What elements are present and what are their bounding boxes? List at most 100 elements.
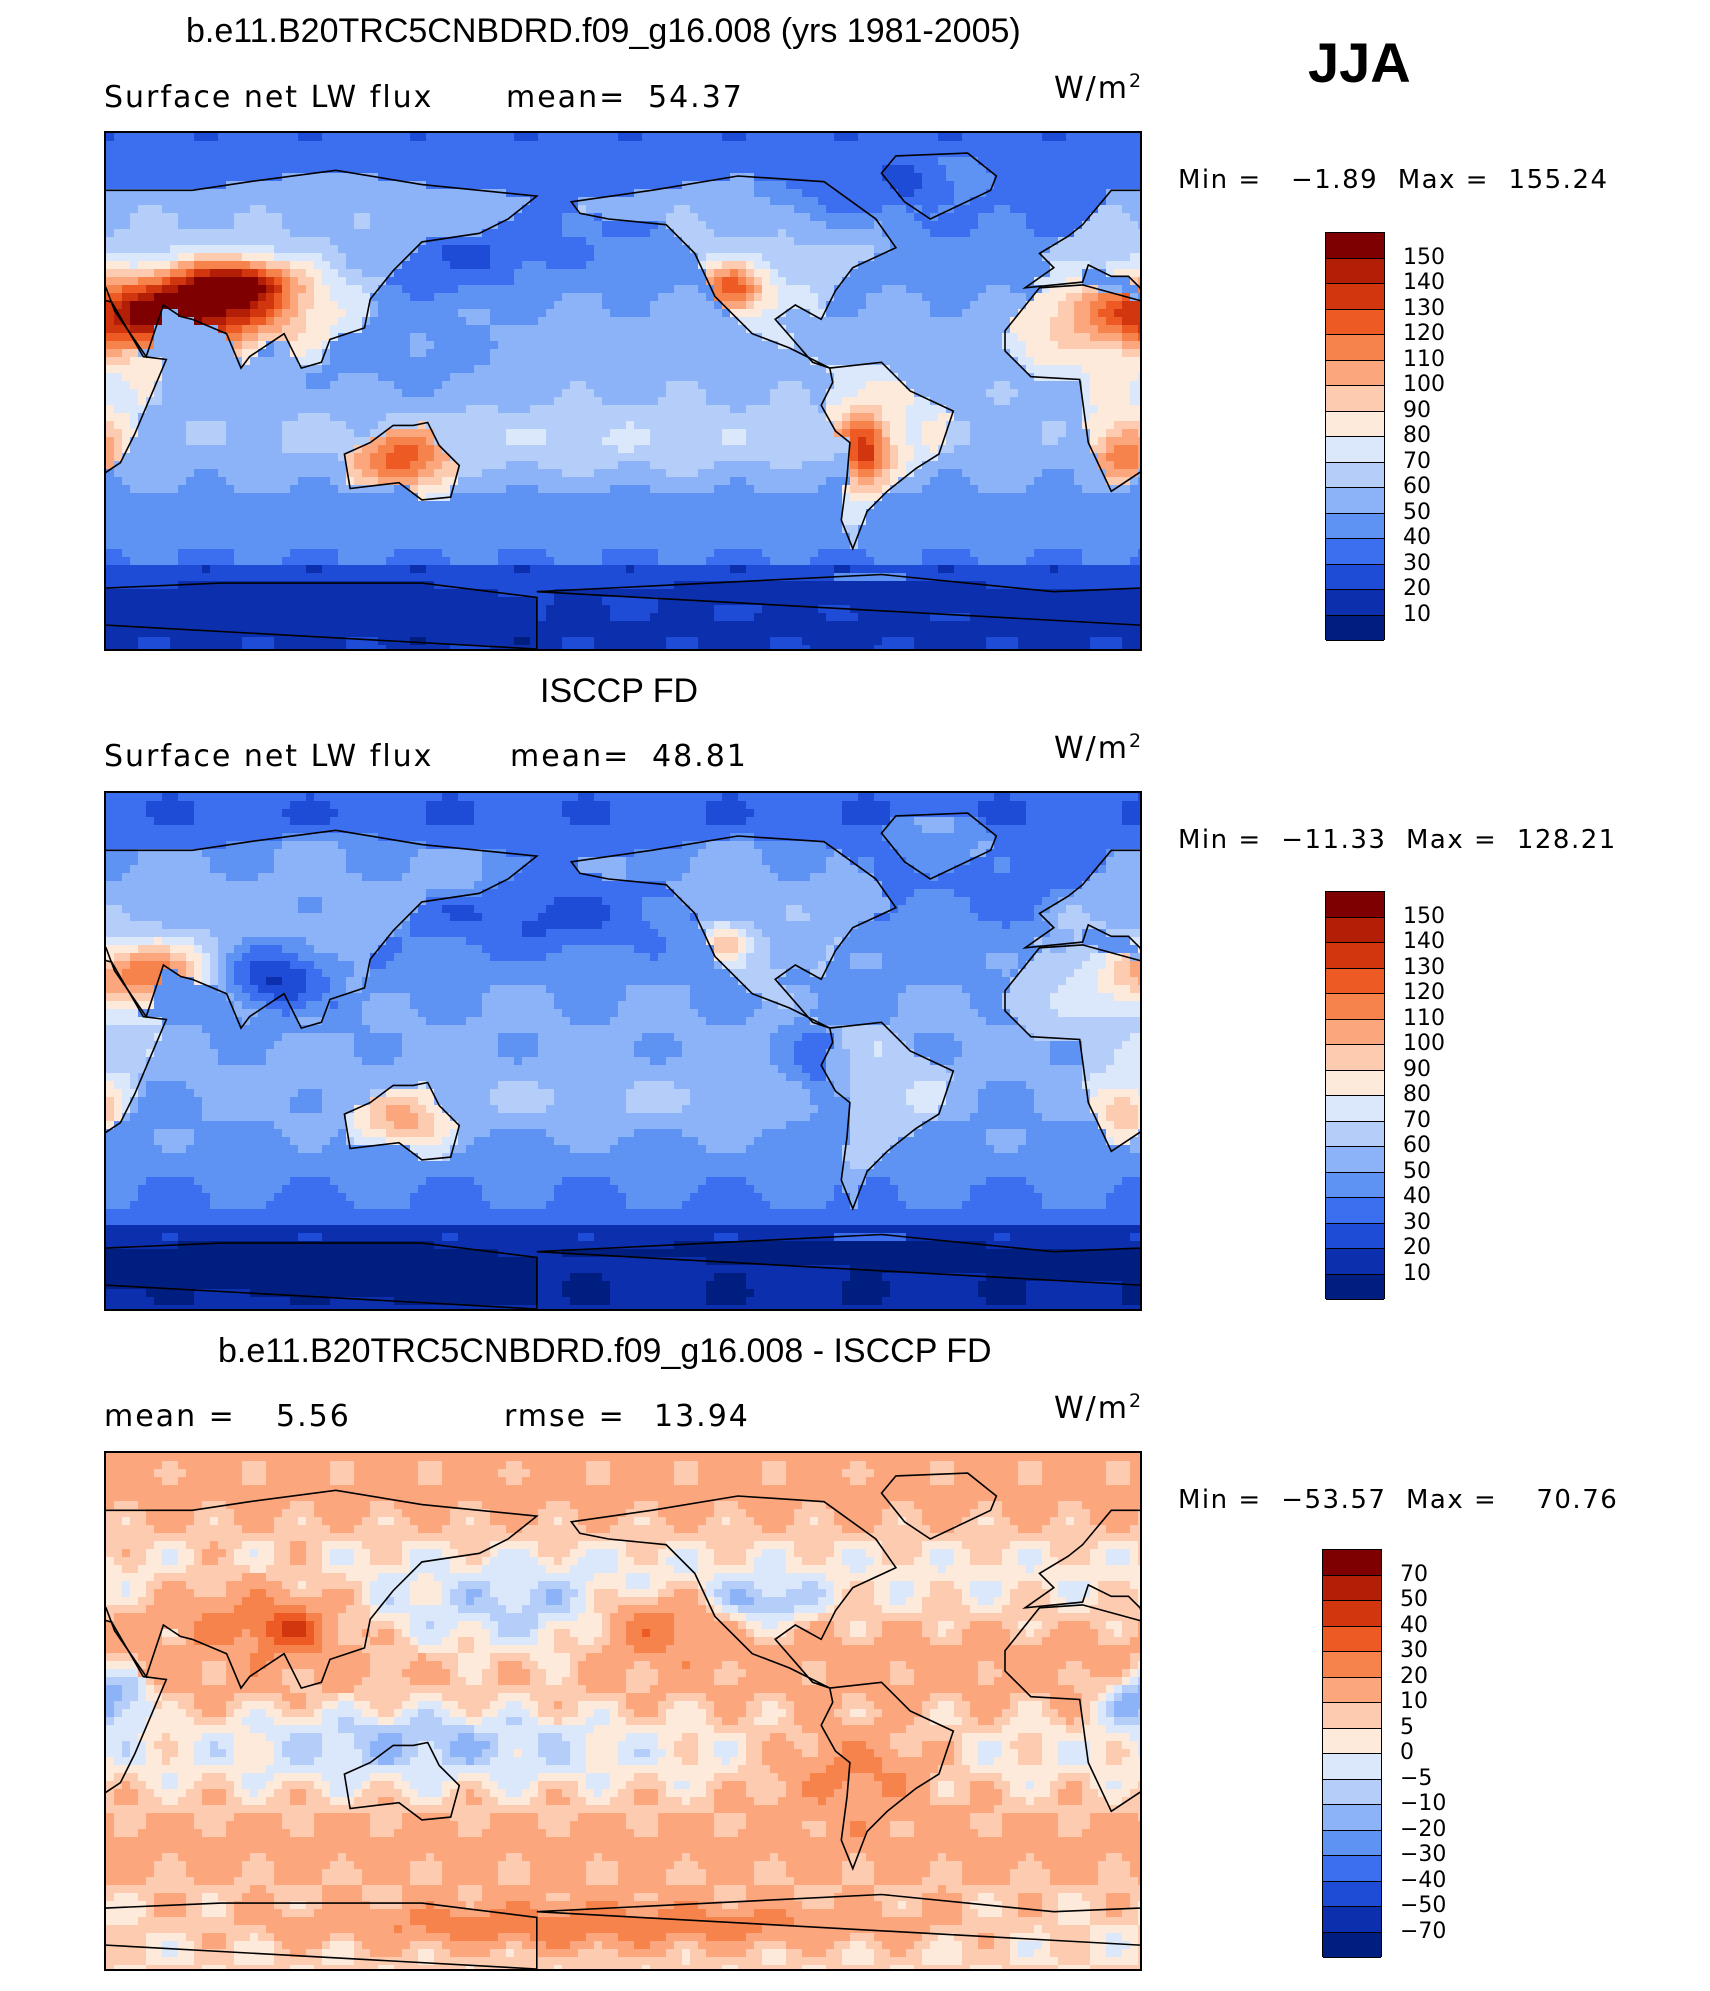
- field-cell: [714, 141, 723, 150]
- field-cell: [442, 421, 451, 430]
- field-cell: [850, 173, 859, 182]
- field-cell: [882, 253, 891, 262]
- field-cell: [530, 229, 539, 238]
- field-cell: [978, 309, 987, 318]
- field-cell: [226, 325, 235, 334]
- field-cell: [626, 197, 635, 206]
- field-cell: [482, 181, 491, 190]
- field-cell: [442, 245, 451, 254]
- field-cell: [354, 293, 363, 302]
- field-cell: [1010, 133, 1019, 142]
- field-cell: [514, 421, 523, 430]
- field-cell: [402, 245, 411, 254]
- field-cell: [418, 341, 427, 350]
- field-cell: [826, 309, 835, 318]
- field-cell: [450, 181, 459, 190]
- field-cell: [242, 293, 251, 302]
- field-cell: [610, 357, 619, 366]
- field-cell: [562, 413, 571, 422]
- field-cell: [498, 357, 507, 366]
- field-cell: [498, 301, 507, 310]
- field-cell: [706, 389, 715, 398]
- field-cell: [282, 205, 291, 214]
- field-cell: [1074, 301, 1083, 310]
- field-cell: [362, 269, 371, 278]
- field-cell: [642, 317, 651, 326]
- field-cell: [594, 381, 603, 390]
- field-cell: [866, 341, 875, 350]
- field-cell: [554, 397, 563, 406]
- field-cell: [946, 133, 955, 142]
- field-cell: [378, 261, 387, 270]
- field-cell: [938, 181, 947, 190]
- field-cell: [458, 197, 467, 206]
- field-cell: [146, 173, 155, 182]
- field-cell: [578, 301, 587, 310]
- field-cell: [514, 301, 523, 310]
- field-cell: [506, 381, 515, 390]
- field-cell: [362, 237, 371, 246]
- field-cell: [810, 365, 819, 374]
- field-cell: [210, 357, 219, 366]
- field-cell: [586, 205, 595, 214]
- field-cell: [1018, 229, 1027, 238]
- field-cell: [314, 165, 323, 174]
- field-cell: [666, 253, 675, 262]
- field-cell: [570, 381, 579, 390]
- field-cell: [250, 229, 259, 238]
- field-cell: [402, 221, 411, 230]
- field-cell: [746, 429, 755, 438]
- field-cell: [1090, 405, 1099, 414]
- field-cell: [650, 173, 659, 182]
- field-cell: [242, 317, 251, 326]
- field-cell: [802, 173, 811, 182]
- field-cell: [274, 285, 283, 294]
- field-cell: [1026, 173, 1035, 182]
- field-cell: [1042, 181, 1051, 190]
- field-cell: [514, 277, 523, 286]
- field-cell: [1106, 365, 1115, 374]
- field-cell: [626, 173, 635, 182]
- field-cell: [850, 325, 859, 334]
- field-cell: [170, 397, 179, 406]
- field-cell: [306, 301, 315, 310]
- field-cell: [762, 341, 771, 350]
- field-cell: [562, 205, 571, 214]
- field-cell: [994, 421, 1003, 430]
- field-cell: [986, 413, 995, 422]
- field-cell: [994, 301, 1003, 310]
- field-cell: [410, 285, 419, 294]
- field-cell: [1010, 229, 1019, 238]
- field-cell: [386, 261, 395, 270]
- field-cell: [962, 317, 971, 326]
- field-cell: [914, 365, 923, 374]
- field-cell: [954, 349, 963, 358]
- field-cell: [818, 357, 827, 366]
- field-cell: [634, 389, 643, 398]
- field-cell: [706, 365, 715, 374]
- field-cell: [602, 293, 611, 302]
- field-cell: [1098, 189, 1107, 198]
- field-cell: [610, 269, 619, 278]
- field-cell: [954, 253, 963, 262]
- field-cell: [730, 357, 739, 366]
- field-cell: [154, 349, 163, 358]
- field-cell: [314, 349, 323, 358]
- field-cell: [194, 173, 203, 182]
- field-cell: [442, 181, 451, 190]
- field-cell: [490, 381, 499, 390]
- field-cell: [242, 397, 251, 406]
- field-cell: [922, 413, 931, 422]
- field-cell: [210, 229, 219, 238]
- field-cell: [378, 309, 387, 318]
- field-cell: [194, 325, 203, 334]
- field-cell: [1082, 333, 1091, 342]
- field-cell: [986, 405, 995, 414]
- field-cell: [938, 317, 947, 326]
- field-cell: [954, 301, 963, 310]
- field-cell: [154, 205, 163, 214]
- field-cell: [346, 389, 355, 398]
- field-cell: [738, 357, 747, 366]
- field-cell: [850, 157, 859, 166]
- field-cell: [138, 221, 147, 230]
